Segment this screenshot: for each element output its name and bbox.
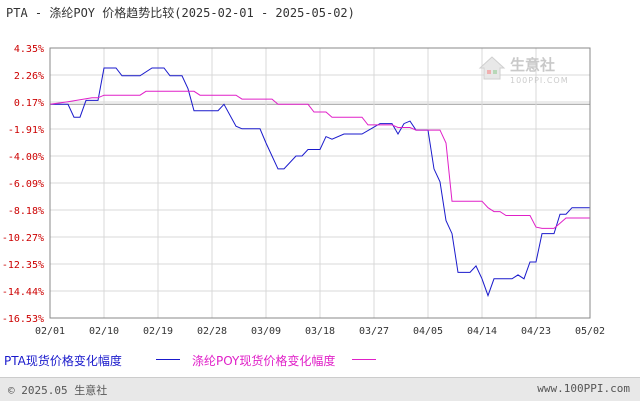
- y-axis-ticks: 4.35% 2.26% 0.17% -1.91% -4.00% -6.09% -8.18% -…: [2, 44, 44, 325]
- y-tick-label: 4.35%: [14, 44, 44, 55]
- x-tick-label: 04/14: [467, 326, 497, 337]
- x-tick-label: 03/18: [305, 326, 335, 337]
- x-tick-label: 03/09: [251, 326, 281, 337]
- legend-pta-label: PTA现货价格变化幅度: [4, 354, 122, 368]
- x-tick-label: 02/10: [89, 326, 119, 337]
- footer-bar: © 2025.05 生意社 www.100PPI.com: [0, 377, 640, 401]
- house-logo-icon: [478, 56, 506, 80]
- watermark-url: 100PPI.COM: [510, 76, 569, 85]
- x-tick-label: 04/05: [413, 326, 443, 337]
- plot-frame: [49, 47, 591, 319]
- watermark-name: 生意社: [510, 56, 556, 74]
- y-tick-label: -16.53%: [2, 314, 44, 325]
- footer-site-link[interactable]: www.100PPI.com: [537, 382, 630, 395]
- y-tick-label: -14.44%: [2, 287, 44, 298]
- x-tick-label: 02/19: [143, 326, 173, 337]
- footer-copyright: © 2025.05 生意社: [8, 384, 108, 397]
- y-tick-label: -8.18%: [8, 206, 44, 217]
- y-tick-label: -6.09%: [8, 179, 44, 190]
- series-line-pta: [50, 67, 590, 298]
- x-tick-label: 04/23: [521, 326, 551, 337]
- y-tick-label: -12.35%: [2, 260, 44, 271]
- y-tick-label: -4.00%: [8, 152, 44, 163]
- y-tick-label: -1.91%: [8, 125, 44, 136]
- x-tick-label: 03/27: [359, 326, 389, 337]
- legend-poy-swatch: [352, 359, 376, 360]
- series-lines: [49, 67, 590, 298]
- chart-title: PTA - 涤纶POY 价格趋势比较(2025-02-01 - 2025-05-…: [6, 6, 355, 20]
- y-tick-label: 0.17%: [14, 98, 44, 109]
- x-tick-label: 05/02: [575, 326, 605, 337]
- legend-poy-label: 涤纶POY现货价格变化幅度: [192, 354, 336, 368]
- x-tick-label: 02/01: [35, 326, 65, 337]
- watermark: 生意社 100PPI.COM: [478, 52, 578, 94]
- y-tick-label: 2.26%: [14, 71, 44, 82]
- series-line-poy: [49, 90, 590, 229]
- legend-pta-swatch: [156, 359, 180, 360]
- x-axis-ticks: 02/01 02/10 02/19 02/28 03/09 03/18 03/27 04/05…: [35, 326, 605, 337]
- y-tick-label: -10.27%: [2, 233, 44, 244]
- x-tick-label: 02/28: [197, 326, 227, 337]
